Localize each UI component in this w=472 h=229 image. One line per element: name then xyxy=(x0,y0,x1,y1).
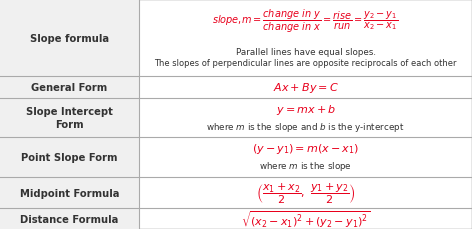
Text: Midpoint Formula: Midpoint Formula xyxy=(20,188,119,198)
Text: Slope formula: Slope formula xyxy=(30,33,109,43)
Text: Distance Formula: Distance Formula xyxy=(20,214,119,224)
Text: $\left(\dfrac{x_1 + x_2}{2},\ \dfrac{y_1 + y_2}{2}\right)$: $\left(\dfrac{x_1 + x_2}{2},\ \dfrac{y_1… xyxy=(256,181,355,205)
Text: General Form: General Form xyxy=(32,83,108,93)
Bar xyxy=(0,98,139,137)
Bar xyxy=(0,0,139,77)
Text: $Ax + By = C$: $Ax + By = C$ xyxy=(273,81,338,95)
Bar xyxy=(0,77,139,98)
Text: $\mathit{slope{,}m} = \dfrac{\mathit{change\ in\ y}}{\mathit{change\ in\ x}} = \: $\mathit{slope{,}m} = \dfrac{\mathit{cha… xyxy=(212,8,399,35)
Text: where $m$ is the slope and $b$ is the y-intercept: where $m$ is the slope and $b$ is the y-… xyxy=(206,120,405,133)
Bar xyxy=(0,177,139,208)
Bar xyxy=(0,137,139,177)
Text: where $m$ is the slope: where $m$ is the slope xyxy=(259,160,352,173)
Text: Point Slope Form: Point Slope Form xyxy=(21,153,118,162)
Text: $y = mx + b$: $y = mx + b$ xyxy=(276,102,336,116)
Text: $(y - y_1) = m(x - x_1)$: $(y - y_1) = m(x - x_1)$ xyxy=(252,142,359,155)
Text: Slope Intercept
Form: Slope Intercept Form xyxy=(26,106,113,129)
Text: $\sqrt{(x_2 - x_1)^2 + (y_2 - y_1)^2}$: $\sqrt{(x_2 - x_1)^2 + (y_2 - y_1)^2}$ xyxy=(241,209,371,229)
Text: Parallel lines have equal slopes.: Parallel lines have equal slopes. xyxy=(236,48,376,57)
Text: The slopes of perpendicular lines are opposite reciprocals of each other: The slopes of perpendicular lines are op… xyxy=(154,59,457,68)
Bar xyxy=(0,208,139,229)
